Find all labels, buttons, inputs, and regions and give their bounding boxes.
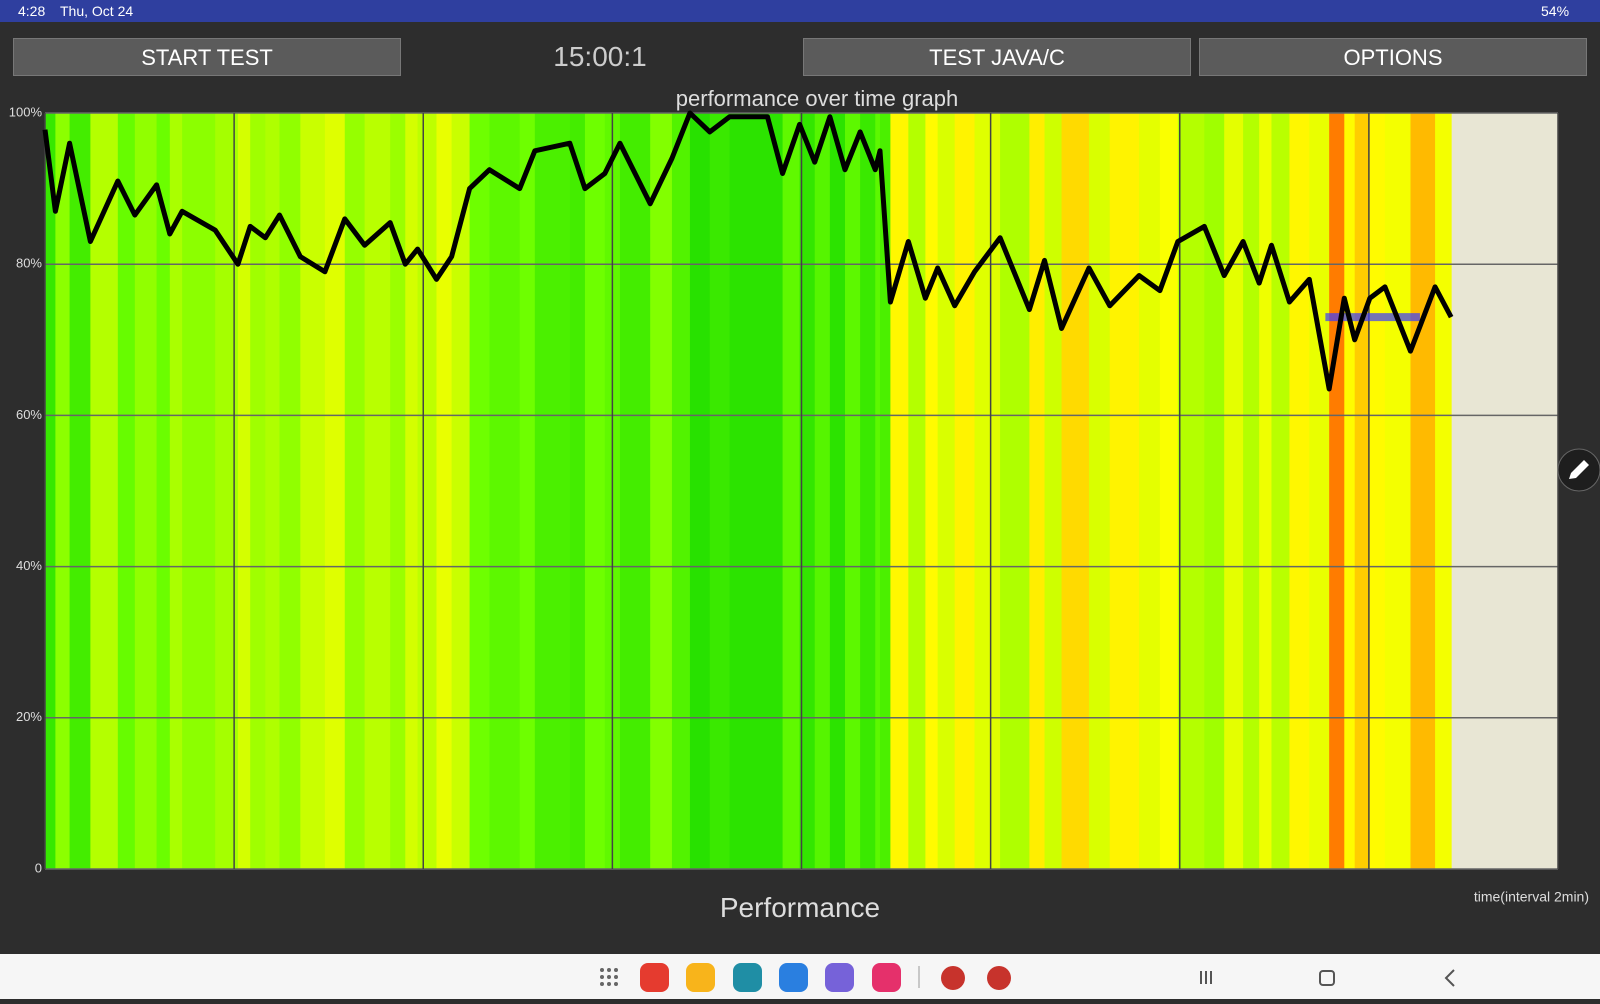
heat-strip [405,113,419,869]
heat-strip [519,113,536,869]
heat-strip [417,113,437,869]
heat-strip [250,113,266,869]
performance-line [42,110,1454,392]
heat-strip [324,113,346,869]
heat-strip [584,113,606,869]
chart: performance over time graph time(interva… [9,86,1589,905]
heat-strip [344,113,366,869]
heat-strip [182,113,216,869]
heat-strip [974,113,1001,869]
heat-strip [908,113,926,869]
y-tick-label: 80% [16,256,42,271]
heat-strip [890,113,909,869]
heat-strip [1344,113,1356,869]
taskbar-icons [600,963,1455,992]
heat-strip [436,113,453,869]
y-tick-label: 0 [35,860,42,875]
heat-strip [1289,113,1310,869]
y-tick-label: 40% [16,558,42,573]
heat-strip [1435,113,1452,869]
heat-strip [237,113,251,869]
heat-strip [300,113,326,869]
start-test-button[interactable]: START TEST [13,38,401,76]
heat-strip [1410,113,1436,869]
heat-strip [90,113,119,869]
heat-strip [829,113,846,869]
heat-strip [1243,113,1260,869]
heat-strip [265,113,281,869]
heat-strip [1224,113,1244,869]
heat-strip [1139,113,1161,869]
heat-strip [156,113,171,869]
heat-strip [169,113,183,869]
heat-strip [799,113,816,869]
heat-strip [1384,113,1411,869]
heat-strip [279,113,301,869]
heat-strip [925,113,939,869]
heat-strip [879,113,891,869]
heat-strip [534,113,571,869]
footer-title: Performance [719,892,881,923]
heat-strip [1354,113,1371,869]
heat-strip [1204,113,1225,869]
heat-strip [134,113,158,869]
heat-strip [1044,113,1063,869]
battery: 54% [1541,3,1570,19]
y-tick-label: 20% [16,709,42,724]
navigation-bar [0,954,1600,999]
heat-strip [1259,113,1272,869]
heat-strip [671,113,691,869]
clock: 4:28 [18,3,46,19]
heat-strip [1309,113,1330,869]
heat-strip [451,113,471,869]
heat-strip [650,113,673,869]
heat-strip [844,113,861,869]
heat-strip [1159,113,1179,869]
heat-strip [1329,113,1345,869]
chart-title: performance over time graph [676,86,958,111]
heat-strip [1109,113,1140,869]
heat-strip [814,113,831,869]
date: Thu, Oct 24 [60,3,134,19]
heat-strip [937,113,956,869]
heat-strip [569,113,586,869]
heat-strip [1029,113,1046,869]
heat-strip [117,113,136,869]
heat-strip [767,113,784,869]
heat-strip [954,113,976,869]
heat-strip [489,113,521,869]
heat-strip [45,113,56,869]
heat-strip [69,113,91,869]
y-tick-label: 100% [9,104,43,119]
heat-strip [709,113,731,869]
heat-strip [390,113,406,869]
heat-strip [469,113,490,869]
heat-strip [55,113,71,869]
test-java-button[interactable]: TEST JAVA/C [803,38,1191,76]
heat-strip [1061,113,1090,869]
heat-strip [729,113,768,869]
heat-strip [875,113,881,869]
timer: 15:00:1 [553,41,647,72]
heat-strip [1088,113,1111,869]
edit-button[interactable] [1557,448,1600,492]
heat-strip [619,113,651,869]
y-tick-label: 60% [16,407,42,422]
heat-strip [1000,113,1030,869]
heat-strip [689,113,711,869]
highlight-band [1325,313,1420,322]
heat-strip [1369,113,1386,869]
heat-strip [860,113,876,869]
options-button[interactable]: OPTIONS [1199,38,1587,76]
status-bar: 4:28 Thu, Oct 24 54% [0,0,1600,22]
x-axis-label: time(interval 2min) [1474,889,1589,905]
heat-strip [1271,113,1290,869]
heat-strip [215,113,239,869]
heat-strip [782,113,801,869]
